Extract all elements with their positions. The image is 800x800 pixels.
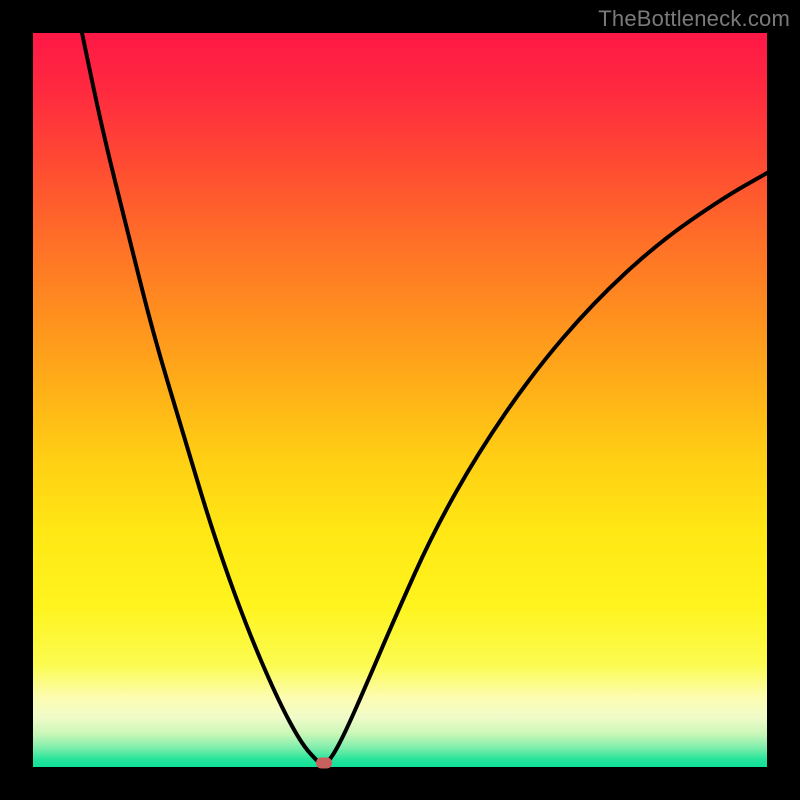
plot-area xyxy=(33,33,767,767)
page-root: TheBottleneck.com xyxy=(0,0,800,800)
watermark-text: TheBottleneck.com xyxy=(598,6,790,32)
bottleneck-curve xyxy=(33,33,767,767)
optimum-marker xyxy=(316,758,332,769)
